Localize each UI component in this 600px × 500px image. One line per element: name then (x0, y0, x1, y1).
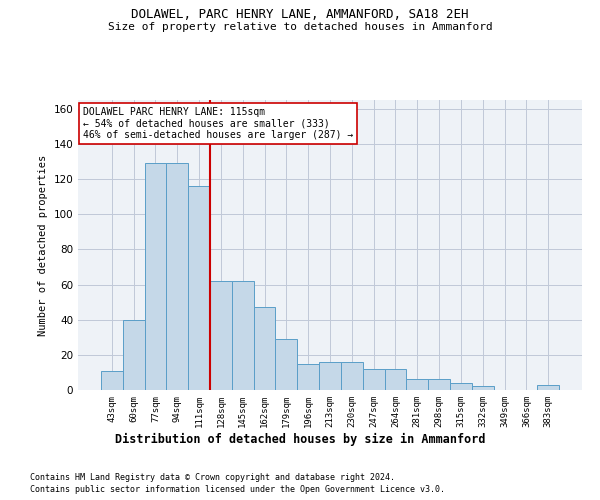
Text: DOLAWEL PARC HENRY LANE: 115sqm
← 54% of detached houses are smaller (333)
46% o: DOLAWEL PARC HENRY LANE: 115sqm ← 54% of… (83, 108, 353, 140)
Bar (319, 362, 341, 390)
Bar (341, 362, 363, 390)
Bar (363, 369, 385, 390)
Bar (275, 339, 297, 390)
Text: Distribution of detached houses by size in Ammanford: Distribution of detached houses by size … (115, 432, 485, 446)
Bar (232, 281, 254, 390)
Bar (450, 383, 472, 390)
Bar (406, 380, 428, 390)
Y-axis label: Number of detached properties: Number of detached properties (38, 154, 48, 336)
Bar (254, 308, 275, 390)
Text: Contains public sector information licensed under the Open Government Licence v3: Contains public sector information licen… (30, 485, 445, 494)
Bar (537, 384, 559, 390)
Bar (188, 186, 210, 390)
Text: Contains HM Land Registry data © Crown copyright and database right 2024.: Contains HM Land Registry data © Crown c… (30, 472, 395, 482)
Bar (297, 364, 319, 390)
Bar (472, 386, 494, 390)
Bar (210, 281, 232, 390)
Text: Size of property relative to detached houses in Ammanford: Size of property relative to detached ho… (107, 22, 493, 32)
Bar (428, 380, 450, 390)
Bar (385, 369, 406, 390)
Text: DOLAWEL, PARC HENRY LANE, AMMANFORD, SA18 2EH: DOLAWEL, PARC HENRY LANE, AMMANFORD, SA1… (131, 8, 469, 20)
Bar (145, 164, 166, 390)
Bar (166, 164, 188, 390)
Bar (123, 320, 145, 390)
Bar (101, 370, 123, 390)
